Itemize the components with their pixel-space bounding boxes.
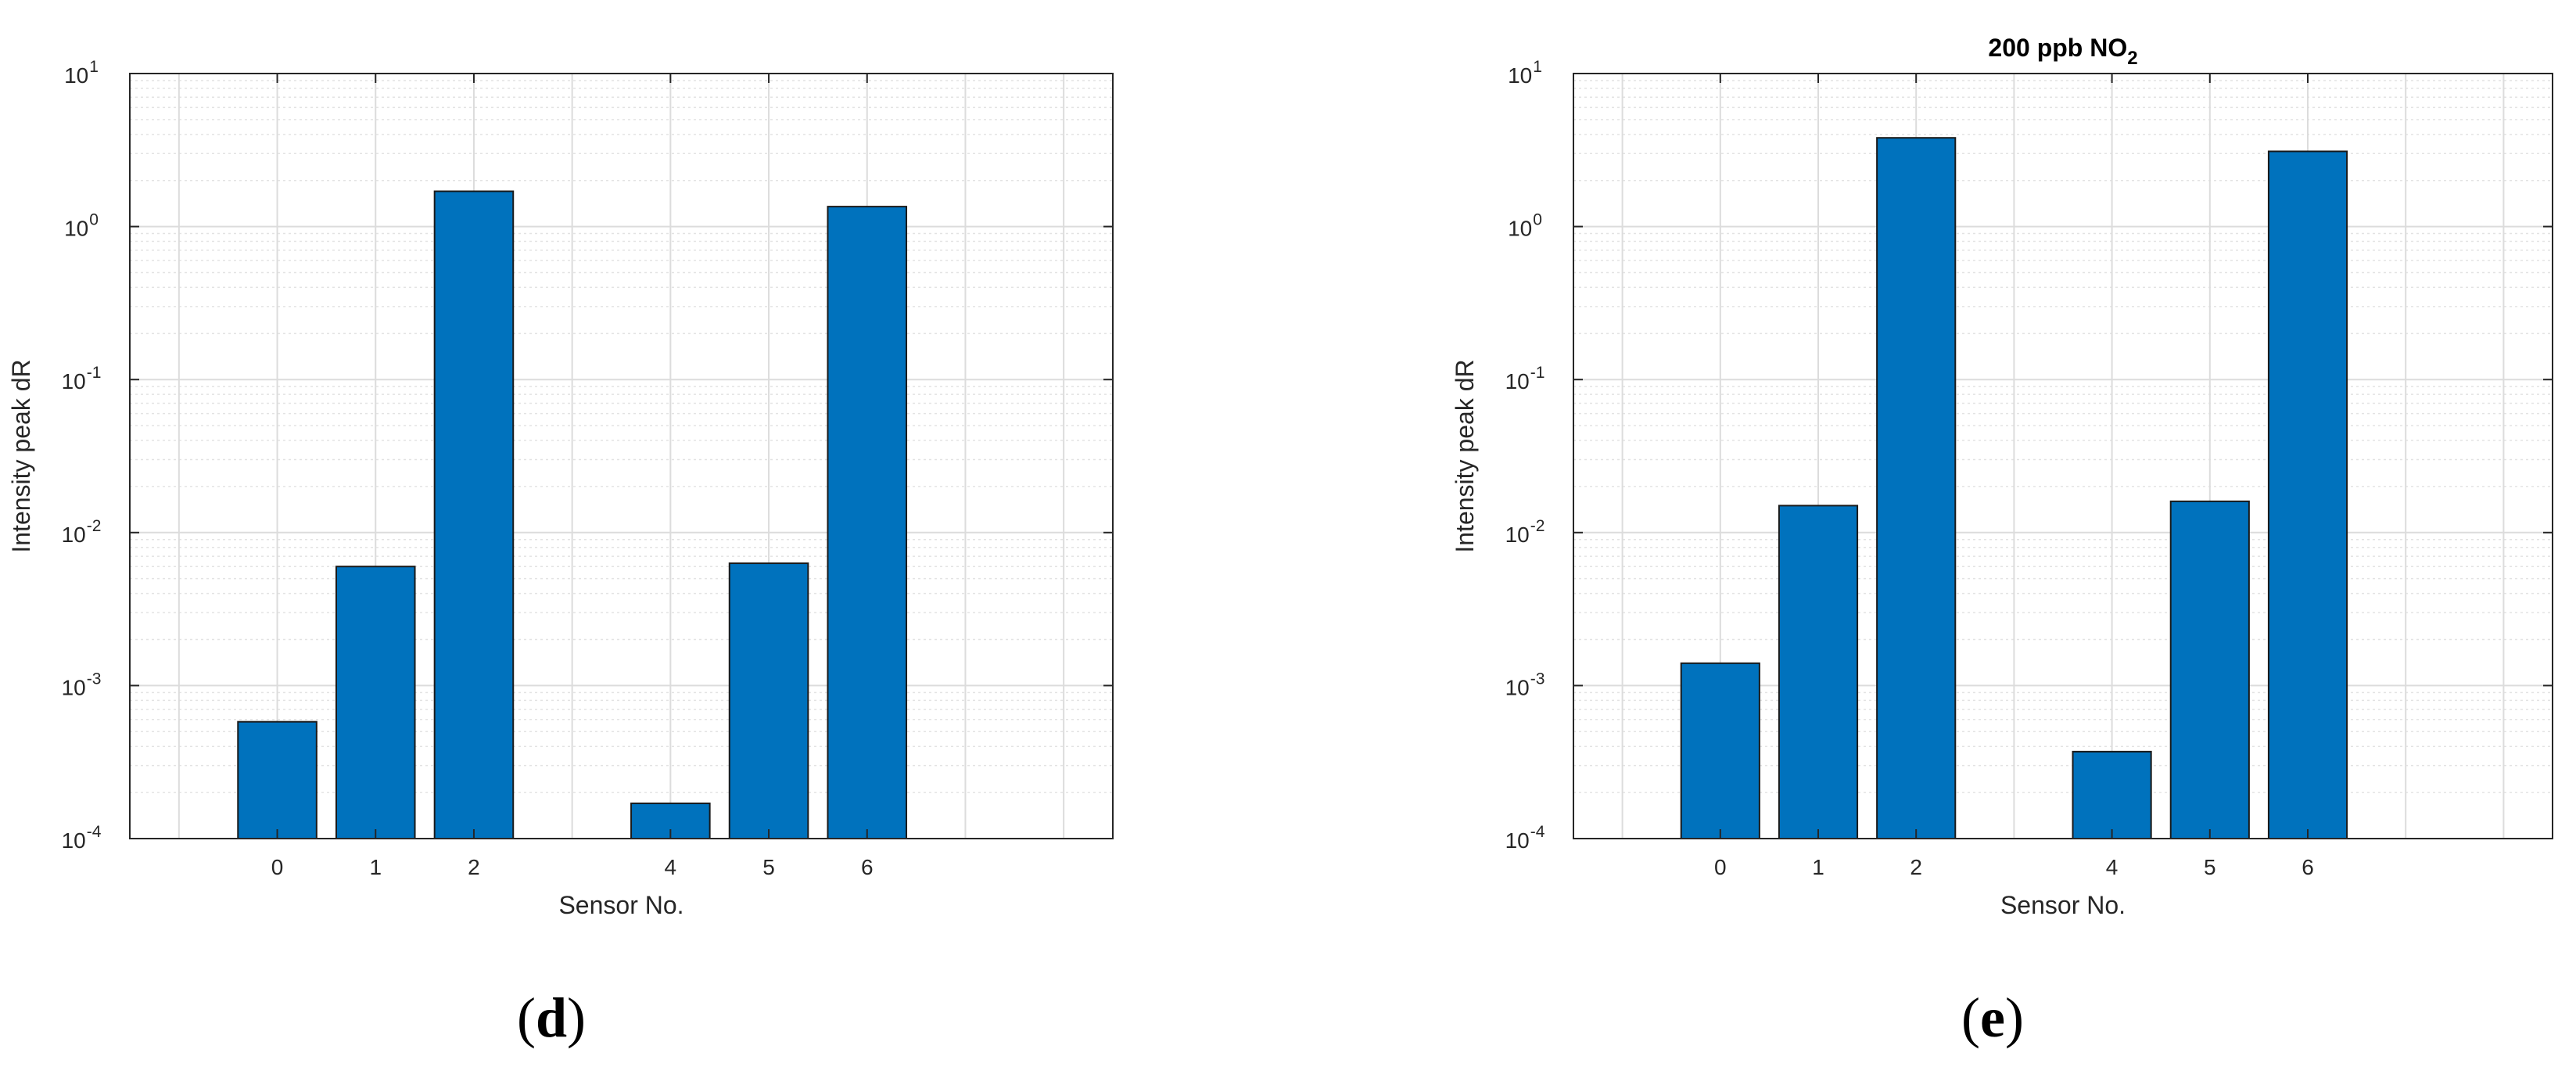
plot-area — [130, 74, 1113, 839]
y-tick-exponent: 0 — [1533, 211, 1542, 229]
chart-title: 200 ppb NO2 — [1988, 34, 2137, 69]
x-tick-label: 6 — [861, 855, 874, 879]
y-tick-exponent: 1 — [89, 58, 99, 76]
y-tick-label: 10-1 — [1505, 364, 1545, 393]
bar-sensor-0 — [1680, 662, 1760, 840]
y-tick-exponent: -2 — [87, 517, 102, 535]
y-tick-exponent: -1 — [87, 364, 102, 382]
y-tick-label: 10-4 — [1505, 823, 1545, 853]
bars — [1680, 137, 2348, 840]
panel-label-open-paren: ( — [517, 986, 536, 1049]
y-tick-label: 10-2 — [62, 517, 102, 547]
panel-label-letter: d — [536, 986, 567, 1049]
bar-sensor-5 — [728, 562, 809, 840]
y-tick-exponent: 1 — [1533, 58, 1542, 76]
x-axis-label: Sensor No. — [2000, 891, 2126, 919]
y-axis-label: Intensity peak dR — [1451, 359, 1479, 552]
x-tick-label: 0 — [271, 855, 284, 879]
y-tick-base: 10 — [62, 675, 86, 699]
y-tick-base: 10 — [1505, 523, 1530, 547]
panel-label-close-paren: ) — [2005, 986, 2024, 1049]
y-tick-base: 10 — [62, 523, 86, 547]
x-tick-label: 4 — [2106, 855, 2119, 879]
y-tick-label: 10-3 — [62, 670, 102, 699]
x-tick-label: 5 — [762, 855, 775, 879]
bar-sensor-0 — [237, 720, 318, 839]
bar-sensor-4 — [2072, 750, 2152, 839]
y-tick-base: 10 — [1505, 369, 1530, 393]
panel-label-open-paren: ( — [1961, 986, 1980, 1049]
y-tick-base: 10 — [64, 63, 88, 88]
panel-label-close-paren: ) — [567, 986, 586, 1049]
axes-box — [1573, 73, 2553, 839]
x-tick-label: 0 — [1714, 855, 1727, 879]
y-tick-base: 10 — [1505, 675, 1530, 699]
x-tick-label: 4 — [665, 855, 677, 879]
bar-sensor-6 — [827, 206, 908, 840]
y-tick-exponent: -3 — [87, 670, 102, 688]
bar-sensor-6 — [2267, 150, 2348, 840]
panel-label: (d) — [517, 986, 586, 1049]
y-tick-base: 10 — [64, 217, 88, 241]
y-tick-label: 100 — [64, 211, 99, 241]
axes-box — [129, 73, 1114, 839]
y-tick-label: 10-3 — [1505, 670, 1545, 699]
x-tick-label: 1 — [1812, 855, 1824, 879]
bar-sensor-2 — [433, 190, 515, 840]
bars — [237, 190, 908, 840]
chart-title-main: 200 ppb NO — [1988, 34, 2127, 62]
y-tick-base: 10 — [1508, 63, 1532, 88]
x-axis-label: Sensor No. — [558, 891, 683, 919]
panel-label-letter: e — [1980, 986, 2005, 1049]
y-tick-base: 10 — [1505, 828, 1530, 853]
y-tick-base: 10 — [62, 369, 86, 393]
panel-label: (e) — [1961, 986, 2024, 1049]
y-tick-exponent: -2 — [1530, 517, 1545, 535]
y-tick-label: 10-2 — [1505, 517, 1545, 547]
y-tick-label: 101 — [1508, 58, 1542, 88]
bar-sensor-5 — [2169, 500, 2250, 839]
x-ticks: 0 1 2 4 5 6 — [271, 74, 874, 879]
x-tick-label: 5 — [2204, 855, 2216, 879]
y-tick-base: 10 — [1508, 217, 1532, 241]
x-tick-label: 1 — [369, 855, 382, 879]
y-tick-label: 10-1 — [62, 364, 102, 393]
y-axis-label: Intensity peak dR — [7, 359, 35, 552]
y-tick-base: 10 — [62, 828, 86, 853]
y-tick-label: 10-4 — [62, 823, 102, 853]
x-tick-label: 2 — [1910, 855, 1922, 879]
y-tick-exponent: -4 — [1530, 823, 1545, 841]
bar-sensor-2 — [1876, 137, 1957, 839]
y-tick-label: 100 — [1508, 211, 1542, 241]
y-tick-exponent: -4 — [87, 823, 102, 841]
x-ticks: 0 1 2 4 5 6 — [1714, 74, 2314, 879]
y-tick-exponent: -1 — [1530, 364, 1545, 382]
chart-title-subscript: 2 — [2127, 48, 2137, 69]
y-tick-exponent: 0 — [89, 211, 99, 229]
x-tick-label: 6 — [2302, 855, 2314, 879]
y-tick-label: 101 — [64, 58, 99, 88]
y-tick-exponent: -3 — [1530, 670, 1545, 688]
bar-sensor-1 — [1778, 505, 1859, 840]
x-tick-label: 2 — [468, 855, 480, 879]
bar-sensor-1 — [335, 566, 416, 839]
